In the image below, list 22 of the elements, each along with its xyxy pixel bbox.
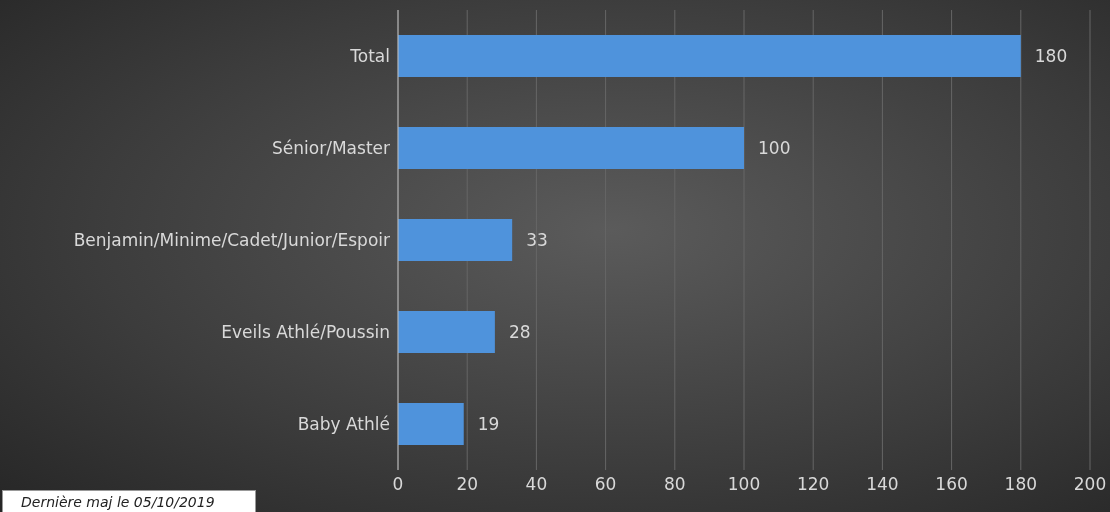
- x-tick-label: 180: [1004, 474, 1038, 495]
- data-label: 28: [508, 322, 531, 343]
- data-label: 33: [526, 230, 548, 251]
- x-tick-label: 160: [935, 474, 968, 495]
- x-tick-label: 100: [727, 474, 761, 495]
- text: Dernière maj le 05/10/2019: [2, 490, 256, 512]
- x-tick-label: 200: [1073, 474, 1107, 495]
- y-tick-label: Baby Athlé: [297, 414, 390, 435]
- x-tick-label: 80: [663, 474, 686, 495]
- x-tick-label: 40: [525, 474, 548, 495]
- x-tick-label: 20: [456, 474, 479, 495]
- x-tick-label: 120: [796, 474, 830, 495]
- x-tick-label: 0: [392, 474, 404, 495]
- data-label: 19: [477, 414, 500, 435]
- data-label: 180: [1034, 46, 1068, 67]
- x-tick-label: 140: [866, 474, 899, 495]
- data-label: 100: [758, 138, 791, 159]
- y-tick-label: Total: [349, 46, 390, 67]
- y-tick-label: Sénior/Master: [272, 138, 391, 159]
- y-tick-label: Benjamin/Minime/Cadet/Junior/Espoir: [73, 230, 391, 251]
- y-tick-label: Eveils Athlé/Poussin: [221, 322, 390, 343]
- x-tick-label: 60: [594, 474, 617, 495]
